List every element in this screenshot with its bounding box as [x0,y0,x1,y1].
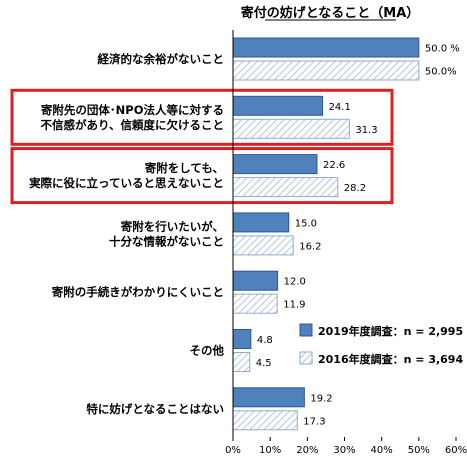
bar [232,410,298,431]
legend-entry: 2016年度調査：n = 3,694 [318,352,463,366]
x-tick-label: 10% [259,445,281,456]
category-label: 十分な情報がないこと [109,234,224,248]
data-label: 19.2 [310,393,332,404]
data-label: 15.0 [295,218,317,229]
x-tick-label: 40% [371,445,393,456]
bar [232,270,279,291]
data-label: 4.5 [256,358,272,369]
data-label: 24.1 [329,102,351,113]
data-label: 12.0 [284,277,306,288]
x-tick-label: 20% [296,445,318,456]
category-label: 経済的な余裕がないこと [98,52,225,66]
data-label: 16.2 [299,241,321,252]
bar [232,177,339,198]
chart-title: 寄付の妨げとなること（MA） [241,5,420,21]
category-label: 不信感があり、信頼度に欠けること [40,118,224,132]
legend-swatch [299,351,313,365]
data-label: 50.0% [425,67,457,78]
category-label: 寄附を行いたいが、 [121,219,224,233]
data-label: 11.9 [283,300,305,311]
highlight-box [10,147,394,205]
legend-swatch [299,323,313,337]
bar [232,37,420,58]
bar [232,95,324,116]
bar [232,352,251,372]
data-label: 50.0 % [425,44,460,55]
category-label: 寄附をしても、 [145,161,224,175]
category-label: 寄附先の団体･NPO法人等に対する [41,103,224,117]
highlight-box [10,88,394,146]
bar [232,212,290,233]
data-label: 4.8 [257,335,273,346]
legend-entry: 2019年度調査：n = 2,995 [318,324,463,338]
data-label: 31.3 [355,125,377,136]
bar [232,329,252,349]
category-label: その他 [190,344,225,358]
data-label: 28.2 [344,183,366,194]
category-label: 特に妨げとなることはない [86,402,224,416]
bar [232,387,305,408]
data-label: 17.3 [303,416,325,427]
x-tick-label: 60% [445,445,467,456]
bar [232,154,318,175]
bar [232,235,294,256]
x-tick-label: 50% [408,445,430,456]
x-tick-label: 0% [225,445,241,456]
bar [232,60,420,81]
category-label: 寄附の手続きがわかりにくいこと [52,285,224,299]
x-tick-label: 30% [333,445,355,456]
bar [232,118,350,139]
data-label: 22.6 [323,160,345,171]
bar [232,293,278,314]
category-label: 実際に役に立っていると思えないこと [29,176,224,190]
